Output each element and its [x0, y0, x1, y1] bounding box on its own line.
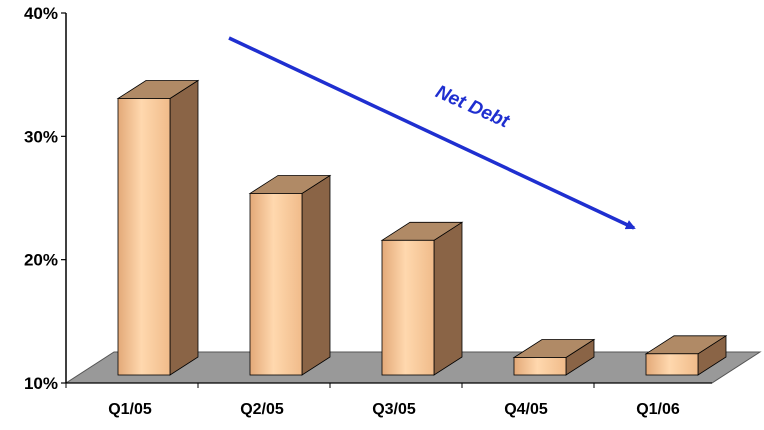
x-category-label: Q4/05 — [504, 401, 548, 418]
y-axis: 10% 20% 30% 40% — [24, 4, 712, 393]
bar-side-face — [301, 174, 331, 376]
trend-arrow-label: Net Debt — [432, 81, 513, 132]
x-category-label: Q1/06 — [636, 401, 680, 418]
bar-q4-05 — [512, 338, 596, 376]
bar-front-face — [381, 239, 435, 376]
x-axis-labels: Q1/05 Q2/05 Q3/05 Q4/05 Q1/06 — [108, 401, 680, 418]
y-tick-label: 30% — [24, 127, 58, 146]
bar-front-face — [645, 353, 699, 376]
bar-q1-06 — [644, 335, 728, 376]
trend-arrow — [228, 36, 636, 230]
y-tick-label: 40% — [24, 4, 58, 23]
bar-side-face — [169, 79, 199, 376]
bar-q3-05 — [380, 221, 464, 376]
y-tick-label: 10% — [24, 374, 58, 393]
y-tick-label: 20% — [24, 251, 58, 270]
x-category-label: Q1/05 — [108, 401, 152, 418]
bar-front-face — [513, 357, 567, 376]
x-category-label: Q3/05 — [372, 401, 416, 418]
bar-front-face — [249, 193, 303, 376]
x-category-label: Q2/05 — [240, 401, 284, 418]
bar-q2-05 — [248, 174, 332, 376]
bar-side-face — [433, 221, 463, 376]
bar-front-face — [117, 98, 171, 376]
bars — [116, 79, 728, 376]
bar-q1-05 — [116, 79, 200, 376]
